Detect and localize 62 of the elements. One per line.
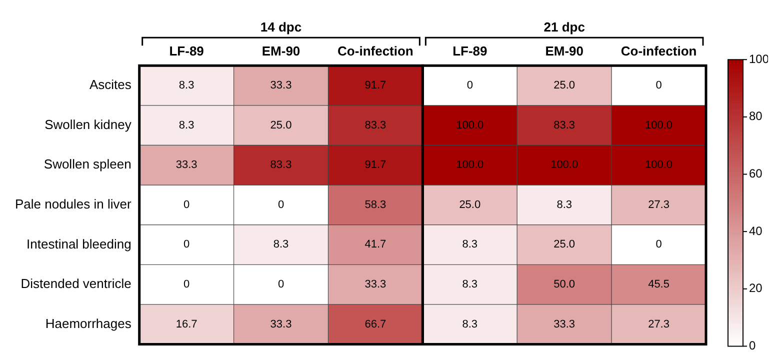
- data-label: 91.7: [364, 159, 386, 172]
- x-tick-label: Co-infection: [338, 43, 414, 58]
- data-label: 8.3: [462, 238, 478, 251]
- y-tick-label: Haemorrhages: [45, 316, 132, 331]
- data-label: 0: [656, 238, 662, 251]
- data-label: 0: [184, 238, 190, 251]
- data-label: 27.3: [648, 198, 670, 211]
- x-tick-label: LF-89: [169, 43, 204, 58]
- color-bar-label: 20: [749, 281, 763, 296]
- data-label: 33.3: [554, 318, 576, 330]
- data-label: 33.3: [364, 278, 386, 291]
- x-tick-label: LF-89: [452, 43, 488, 58]
- data-label: 100.0: [456, 159, 484, 172]
- color-bar-label: 60: [749, 166, 763, 181]
- y-tick-label: Intestinal bleeding: [26, 236, 132, 252]
- color-bar-label: 0: [749, 338, 756, 353]
- x-tick-label: Co-infection: [620, 43, 697, 58]
- y-tick-label: Distended ventricle: [20, 276, 132, 292]
- y-tick-label: Swollen kidney: [44, 116, 132, 132]
- data-label: 66.7: [364, 318, 386, 330]
- data-label: 33.3: [270, 318, 292, 330]
- text: 14 dpc: [260, 20, 302, 35]
- data-label: 16.7: [176, 318, 198, 330]
- data-label: 83.3: [364, 119, 386, 132]
- data-label: 83.3: [270, 159, 292, 172]
- x-tick-label: EM-90: [545, 43, 584, 58]
- data-label: 25.0: [554, 80, 576, 92]
- data-label: 0: [466, 80, 473, 92]
- data-label: 8.3: [178, 119, 194, 132]
- data-label: 100.0: [550, 159, 578, 172]
- color-bar-label: 80: [749, 109, 763, 124]
- data-label: 8.3: [462, 278, 478, 291]
- y-tick-label: Ascites: [89, 77, 132, 92]
- color-bar-label: 40: [749, 224, 763, 238]
- data-label: 0: [184, 278, 190, 291]
- data-label: 27.3: [648, 318, 670, 330]
- data-label: 50.0: [554, 278, 576, 291]
- data-label: 33.3: [176, 159, 198, 172]
- data-label: 25.0: [459, 198, 481, 211]
- data-label: 0: [184, 198, 190, 211]
- data-label: 8.3: [462, 318, 478, 330]
- data-label: 41.7: [364, 238, 386, 251]
- data-label: 0: [656, 80, 662, 92]
- data-label: 45.5: [648, 278, 670, 291]
- y-tick-label: Pale nodules in liver: [14, 196, 132, 212]
- y-tick-label: Swollen spleen: [44, 156, 132, 172]
- data-label: 100.0: [645, 119, 673, 132]
- data-label: 0: [278, 198, 284, 211]
- data-label: 100.0: [456, 119, 484, 132]
- data-label: 25.0: [270, 119, 292, 132]
- data-label: 8.3: [273, 238, 289, 251]
- data-label: 8.3: [178, 80, 194, 92]
- data-label: 8.3: [556, 198, 572, 211]
- text: 21 dpc: [544, 20, 585, 35]
- data-label: 83.3: [554, 119, 576, 132]
- data-label: 0: [278, 278, 284, 291]
- data-label: 100.0: [645, 159, 673, 172]
- data-label: 58.3: [364, 198, 386, 211]
- x-tick-label: EM-90: [262, 43, 300, 58]
- data-label: 25.0: [554, 238, 576, 251]
- data-label: 33.3: [270, 80, 292, 92]
- data-label: 91.7: [364, 80, 386, 92]
